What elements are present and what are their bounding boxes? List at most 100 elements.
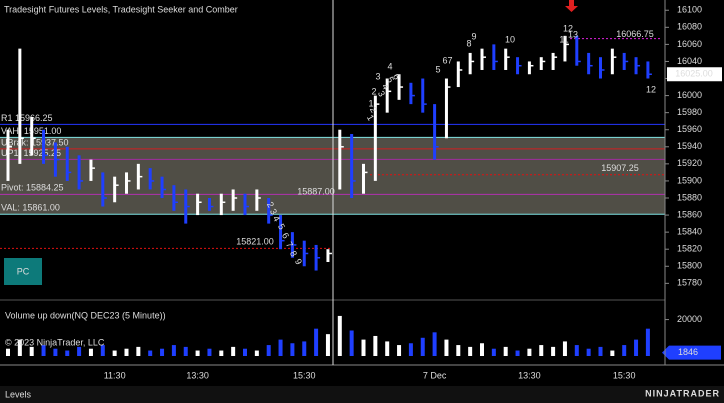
volume-bar — [124, 348, 129, 356]
volume-bar — [231, 346, 236, 356]
volume-bar — [112, 350, 117, 356]
volume-bar — [302, 341, 307, 356]
seeker-count: 6 — [442, 55, 447, 65]
comber-count: 3 — [268, 207, 279, 216]
y-tick-label: 15980 — [677, 107, 702, 117]
volume-bar — [598, 346, 603, 356]
level-label: Pivot: 15884.25 — [1, 183, 64, 193]
volume-bar — [539, 345, 544, 356]
volume-bar — [88, 348, 93, 356]
last-volume-label: 1846 — [678, 347, 698, 357]
x-tick-label: 11:30 — [104, 370, 126, 380]
volume-bar — [634, 339, 639, 356]
seeker-count: 1 — [368, 98, 373, 108]
volume-bar — [586, 348, 591, 356]
volume-bar — [314, 328, 319, 356]
seeker-count: 11 — [559, 34, 568, 44]
comber-count: 9 — [293, 257, 304, 266]
y-tick-label: 15900 — [677, 175, 702, 185]
volume-bar — [136, 346, 141, 356]
y-tick-label: 15780 — [677, 278, 702, 288]
comber-count: 4 — [271, 214, 282, 223]
volume-bar — [480, 343, 484, 356]
volume-bar — [41, 345, 46, 356]
volume-bar — [444, 339, 449, 356]
volume-bar — [610, 350, 615, 356]
volume-bar — [456, 345, 461, 356]
volume-bar — [349, 330, 354, 356]
y-tick-label: 15860 — [677, 209, 702, 219]
seeker-count: 9 — [471, 31, 476, 41]
y-tick-label: 16060 — [677, 39, 702, 49]
x-tick-label: 7 Dec — [423, 370, 447, 380]
volume-bar — [290, 343, 295, 356]
y-tick-label: 15800 — [677, 261, 702, 271]
volume-bar — [266, 345, 271, 356]
comber-count: 6 — [391, 72, 402, 81]
comber-count: 12 — [646, 84, 656, 94]
y-tick-label: 20000 — [677, 314, 702, 324]
volume-bar — [432, 332, 437, 356]
volume-bar — [562, 341, 567, 356]
volume-bar — [278, 339, 283, 356]
pc-button[interactable] — [4, 258, 42, 285]
seeker-count: 7 — [447, 55, 452, 65]
volume-bar — [17, 339, 22, 356]
comber-count: 2 — [368, 105, 379, 114]
signal-arrow — [565, 0, 578, 12]
volume-bar — [622, 345, 627, 356]
volume-bar — [397, 345, 402, 356]
y-tick-label: 16040 — [677, 56, 702, 66]
seeker-count: 3 — [375, 71, 380, 81]
volume-bar — [243, 348, 247, 356]
copyright: © 2023 NinjaTrader, LLC — [5, 337, 105, 347]
volume-bar — [195, 350, 200, 356]
volume-bar — [65, 350, 70, 356]
y-tick-label: 16100 — [677, 5, 702, 15]
comber-count: 4 — [380, 82, 391, 91]
chart-title: Tradesight Futures Levels, Tradesight Se… — [4, 4, 238, 14]
y-tick-label: 15960 — [677, 124, 702, 134]
seeker-count: 12 — [563, 23, 573, 33]
comber-count: 3 — [376, 89, 387, 98]
x-tick-label: 15:30 — [613, 370, 636, 380]
pc-button-label[interactable]: PC — [17, 266, 30, 276]
volume-bar — [53, 348, 58, 356]
volume-bar — [160, 348, 165, 356]
comber-count: 5 — [276, 222, 287, 231]
tab-label[interactable]: Levels — [5, 389, 32, 399]
y-tick-label: 15880 — [677, 192, 702, 202]
volume-bar — [515, 350, 520, 356]
volume-bar — [219, 350, 224, 356]
volume-bar — [337, 315, 342, 356]
seeker-count: 5 — [435, 64, 440, 74]
volume-bar — [503, 346, 508, 356]
volume-bar — [171, 345, 176, 356]
comber-count: 1 — [365, 113, 376, 122]
volume-bar — [491, 348, 496, 356]
comber-count: 7 — [284, 240, 295, 249]
logo: NINJATRADER — [645, 388, 720, 398]
tab-strip — [0, 386, 724, 403]
volume-bar — [29, 346, 34, 356]
x-tick-label: 13:30 — [518, 370, 541, 380]
volume-bar — [77, 346, 82, 356]
volume-bar — [183, 346, 188, 356]
volume-bar — [385, 341, 390, 356]
level-label: VAL: 15861.00 — [1, 203, 60, 213]
seeker-count: 4 — [387, 61, 392, 71]
volume-bar — [468, 346, 473, 356]
volume-bar — [207, 348, 212, 356]
y-tick-label: 15920 — [677, 158, 702, 168]
price-level-label: 15907.25 — [601, 163, 639, 173]
last-price-label: 16025.00 — [675, 69, 713, 79]
seeker-count: 10 — [505, 34, 515, 44]
y-tick-label: 16080 — [677, 22, 702, 32]
volume-bar — [148, 350, 153, 356]
volume-title: Volume up down(NQ DEC23 (5 Minute)) — [5, 310, 166, 320]
comber-count: 8 — [288, 249, 299, 258]
volume-bar — [361, 339, 366, 356]
last-price-box — [667, 67, 722, 82]
comber-count: 6 — [280, 231, 291, 240]
